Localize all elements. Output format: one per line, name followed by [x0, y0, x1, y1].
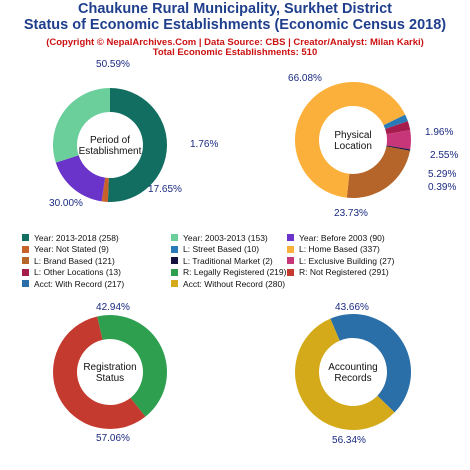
legend-label: L: Home Based (337): [299, 244, 380, 254]
pie-slice: [97, 314, 168, 417]
pie-slice: [107, 88, 167, 202]
slice-percent-label: 57.06%: [96, 433, 130, 444]
slice-percent-label: 1.96%: [425, 127, 453, 138]
slice-percent-label: 42.94%: [96, 302, 130, 313]
slice-percent-label: 2.55%: [430, 150, 458, 161]
legend-swatch: [287, 234, 294, 241]
legend-label: R: Not Registered (291): [299, 267, 389, 277]
legend-label: L: Traditional Market (2): [183, 255, 273, 266]
legend-swatch: [22, 268, 29, 276]
legend-item: L: Exclusive Building (27): [287, 255, 394, 266]
legend-label: L: Brand Based (121): [34, 255, 115, 266]
legend-item: Year: Before 2003 (90): [287, 232, 385, 243]
legend-item: Acct: With Record (217): [22, 278, 124, 289]
donut-center-label: Records: [334, 373, 371, 384]
legend-item: L: Street Based (10): [171, 244, 259, 255]
pie-slice: [330, 313, 412, 413]
legend-swatch: [287, 257, 294, 264]
slice-percent-label: 66.08%: [288, 73, 322, 84]
legend-label: Year: 2003-2013 (153): [183, 232, 268, 243]
legend-label: L: Exclusive Building (27): [299, 255, 395, 266]
legend-item: L: Home Based (337): [287, 244, 380, 255]
slice-percent-label: 5.29%: [428, 169, 456, 180]
legend-swatch: [171, 234, 178, 241]
legend-swatch: [171, 245, 178, 253]
legend-swatch: [287, 245, 294, 253]
donut-center-label: Registration: [83, 362, 136, 373]
slice-percent-label: 0.39%: [428, 182, 456, 193]
pie-slice: [383, 114, 408, 129]
donut-center-label: Establishment: [79, 146, 142, 157]
legend-label: Acct: Without Record (280): [183, 278, 286, 289]
legend-item: Year: 2013-2018 (258): [22, 232, 119, 243]
pie-slice: [386, 145, 411, 151]
donut-center-label: Status: [96, 373, 124, 384]
total-establishments: Total Economic Establishments: 510: [152, 47, 318, 58]
legend-swatch: [22, 257, 29, 264]
legend-label: Acct: With Record (217): [34, 278, 125, 289]
legend-item: Year: 2003-2013 (153): [171, 232, 268, 243]
legend-label: R: Legally Registered (219): [183, 267, 287, 277]
legend-label: L: Other Locations (13): [34, 267, 121, 277]
donut-center-label: Period of: [90, 135, 130, 146]
slice-percent-label: 56.34%: [332, 435, 366, 446]
legend-label: Year: 2013-2018 (258): [34, 232, 119, 243]
legend-label: Year: Not Stated (9): [34, 244, 109, 254]
slice-percent-label: 43.66%: [335, 302, 369, 313]
legend-swatch: [171, 280, 178, 287]
legend-label: Year: Before 2003 (90): [299, 232, 385, 243]
copyright-note: (Copyright © NepalArchives.Com | Data So…: [46, 37, 424, 48]
legend-swatch: [171, 257, 178, 264]
legend-swatch: [22, 245, 29, 253]
legend-item: R: Legally Registered (219): [171, 267, 286, 278]
chart-title-line2: Status of Economic Establishments (Econo…: [23, 17, 447, 33]
legend-swatch: [22, 280, 29, 287]
chart-title-line1: Chaukune Rural Municipality, Surkhet Dis…: [78, 1, 392, 17]
slice-percent-label: 50.59%: [96, 59, 130, 70]
legend-item: L: Brand Based (121): [22, 255, 115, 266]
pie-slice: [101, 177, 109, 202]
pie-slice: [53, 316, 146, 429]
pie-slice: [386, 130, 411, 150]
legend-item: Year: Not Stated (9): [22, 244, 109, 255]
slice-percent-label: 30.00%: [49, 198, 83, 209]
legend-swatch: [22, 234, 29, 241]
slice-percent-label: 23.73%: [334, 208, 368, 219]
donut-center-label: Accounting: [328, 362, 377, 373]
slice-percent-label: 17.65%: [148, 184, 182, 195]
legend-item: R: Not Registered (291): [287, 267, 389, 278]
legend-swatch: [287, 268, 294, 276]
donut-center-label: Location: [334, 141, 372, 152]
legend-item: Acct: Without Record (280): [171, 278, 285, 289]
legend-swatch: [171, 268, 178, 276]
pie-slice: [52, 87, 110, 163]
pie-slice: [55, 155, 106, 202]
legend-label: L: Street Based (10): [183, 244, 260, 254]
pie-slice: [385, 121, 411, 135]
legend-item: L: Traditional Market (2): [171, 255, 273, 266]
pie-slice: [346, 146, 410, 198]
pie-slice: [295, 82, 406, 198]
slice-percent-label: 1.76%: [190, 139, 218, 150]
donut-center-label: Physical: [334, 130, 371, 141]
legend-item: L: Other Locations (13): [22, 267, 121, 278]
pie-slice: [295, 318, 395, 430]
